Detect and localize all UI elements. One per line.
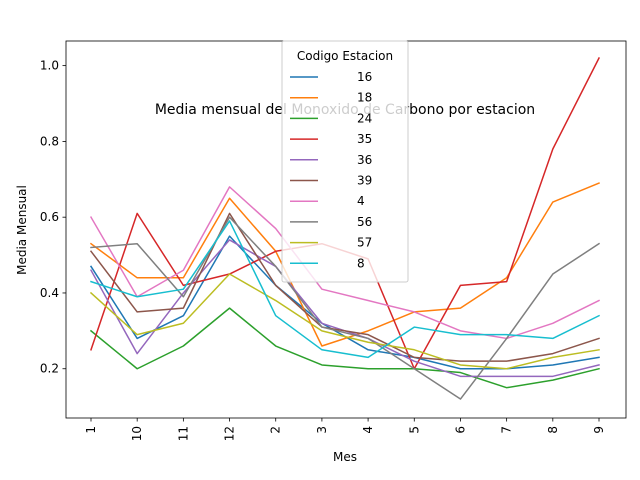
series-line-18 bbox=[89, 182, 600, 347]
y-tick-label: 0.2 bbox=[40, 362, 59, 376]
legend-entry-16: 16 bbox=[357, 70, 372, 84]
series-line-8 bbox=[90, 220, 601, 359]
y-tick-label: 0.8 bbox=[40, 134, 59, 148]
x-tick-label: 8 bbox=[546, 426, 560, 434]
y-tick-label: 0.6 bbox=[40, 210, 59, 224]
x-tick-label: 7 bbox=[500, 426, 514, 434]
legend: Codigo Estacion 16 18 24 35 36 39 4 56 57 8 bbox=[281, 40, 409, 283]
y-tick-label: 0.4 bbox=[40, 286, 59, 300]
legend-entry-36: 36 bbox=[357, 153, 372, 167]
legend-entry-56: 56 bbox=[357, 215, 372, 229]
legend-entry-8: 8 bbox=[357, 256, 365, 270]
x-tick-label: 6 bbox=[453, 426, 467, 434]
legend-entry-18: 18 bbox=[357, 91, 372, 105]
x-axis-label: Mes bbox=[333, 450, 357, 464]
legend-entry-24: 24 bbox=[357, 111, 372, 125]
series-line-57 bbox=[89, 273, 600, 370]
x-tick-label: 11 bbox=[176, 426, 190, 441]
x-tick-label: 10 bbox=[130, 426, 144, 441]
series-line-56 bbox=[90, 216, 601, 400]
y-tick-label: 1.0 bbox=[40, 59, 59, 73]
x-tick-label: 12 bbox=[223, 426, 237, 441]
x-tick-label: 1 bbox=[84, 426, 98, 434]
series-line-24 bbox=[89, 307, 600, 389]
x-tick-label: 9 bbox=[592, 426, 606, 434]
y-axis-label: Media Mensual bbox=[15, 185, 29, 275]
series-line-39 bbox=[89, 212, 600, 362]
x-tick-label: 2 bbox=[269, 426, 283, 434]
legend-entry-35: 35 bbox=[357, 132, 372, 146]
legend-entry-39: 39 bbox=[357, 174, 372, 188]
legend-title: Codigo Estacion bbox=[297, 49, 393, 63]
x-tick-label: 4 bbox=[361, 426, 375, 434]
x-tick-label: 5 bbox=[407, 426, 421, 434]
legend-entry-57: 57 bbox=[357, 236, 372, 250]
x-tick-label: 3 bbox=[315, 426, 329, 434]
legend-entry-4: 4 bbox=[357, 194, 365, 208]
